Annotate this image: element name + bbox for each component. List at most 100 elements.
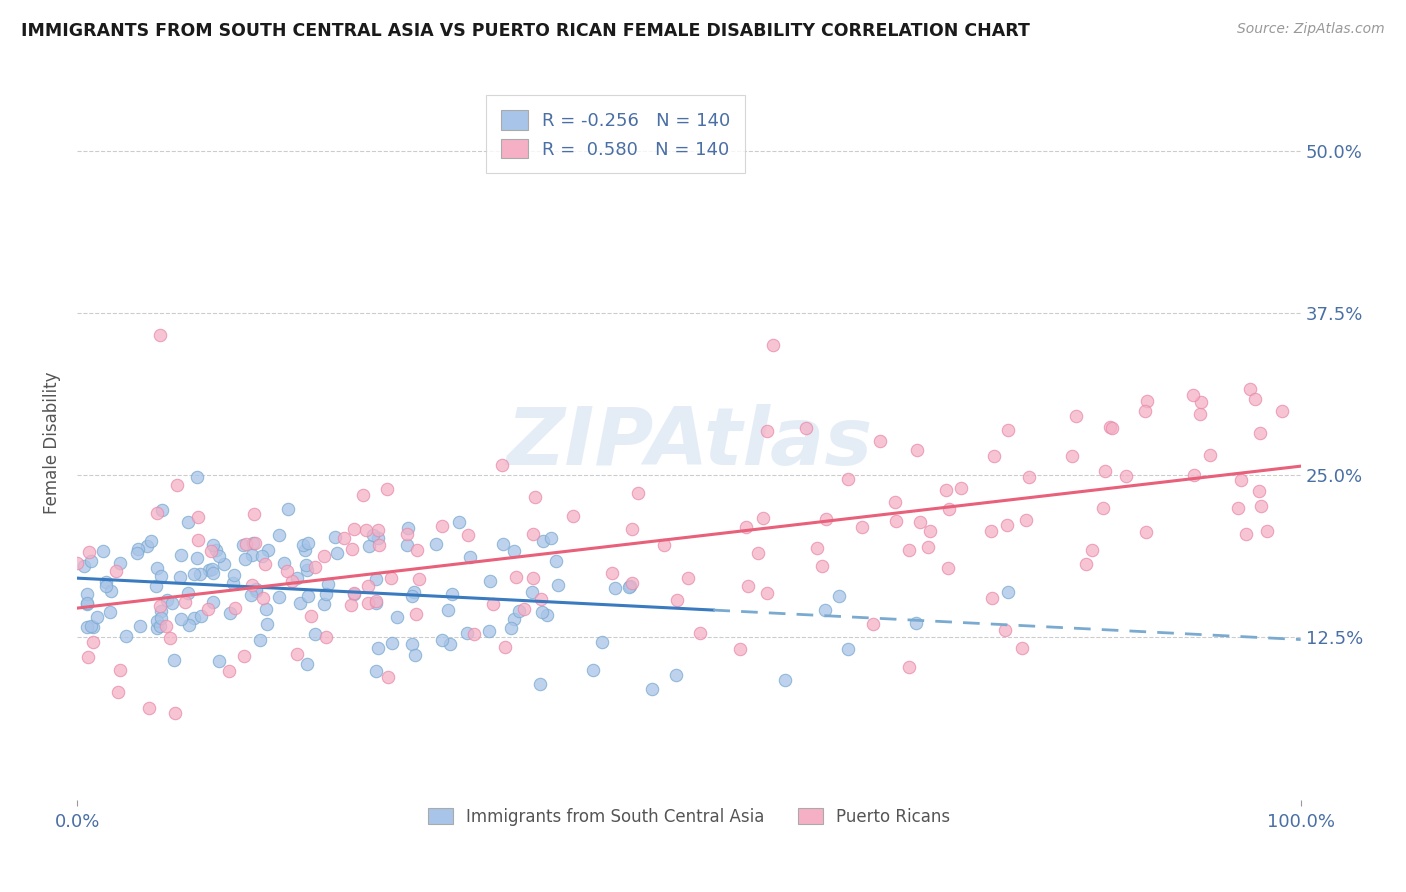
Point [197,602,219,616]
Point [1227,500,1250,515]
Point [1249,425,1271,440]
Point [997,423,1019,437]
Point [408,572,430,586]
Point [312,549,335,563]
Text: IMMIGRANTS FROM SOUTH CENTRAL ASIA VS PUERTO RICAN FEMALE DISABILITY CORRELATION: IMMIGRANTS FROM SOUTH CENTRAL ASIA VS PU… [21,22,1031,40]
Point [240,588,263,602]
Point [297,536,319,550]
Point [73,559,96,574]
Point [332,531,354,545]
Point [640,682,662,697]
Point [287,648,309,662]
Point [359,539,381,553]
Point [1239,383,1261,397]
Point [190,609,212,624]
Point [146,614,169,628]
Point [218,607,240,621]
Point [522,527,544,541]
Point [949,481,972,495]
Point [76,596,98,610]
Point [141,534,163,549]
Point [163,706,186,721]
Point [169,570,191,584]
Point [582,663,605,677]
Point [135,539,157,553]
Point [505,570,527,584]
Point [170,613,193,627]
Point [620,523,643,537]
Point [146,561,169,575]
Point [243,507,266,521]
Point [751,511,773,525]
Point [107,685,129,699]
Point [1199,448,1222,462]
Point [285,571,308,585]
Point [138,701,160,715]
Point [1250,499,1272,513]
Point [794,421,817,435]
Point [202,566,225,581]
Point [363,528,385,542]
Point [91,544,114,558]
Point [66,556,89,570]
Point [457,528,479,542]
Point [253,557,276,571]
Point [150,611,173,625]
Point [187,510,209,524]
Point [862,617,884,632]
Point [529,677,551,691]
Point [76,620,98,634]
Point [315,630,337,644]
Point [243,535,266,549]
Point [1247,484,1270,499]
Y-axis label: Female Disability: Female Disability [44,372,60,514]
Point [294,543,316,558]
Point [1081,543,1104,558]
Point [478,624,501,638]
Point [540,531,562,545]
Point [482,597,505,611]
Point [531,533,554,548]
Point [200,544,222,558]
Point [377,670,399,684]
Point [160,596,183,610]
Point [356,523,378,537]
Point [252,591,274,606]
Point [814,511,837,525]
Legend: Immigrants from South Central Asia, Puerto Ricans: Immigrants from South Central Asia, Puer… [419,799,959,834]
Point [127,542,149,557]
Point [94,579,117,593]
Point [530,605,553,619]
Point [366,572,388,586]
Point [254,602,277,616]
Point [198,563,221,577]
Point [492,537,515,551]
Point [381,636,404,650]
Text: Source: ZipAtlas.com: Source: ZipAtlas.com [1237,22,1385,37]
Point [884,514,907,528]
Point [186,470,208,484]
Point [340,541,363,556]
Point [1189,394,1212,409]
Point [166,478,188,492]
Point [591,635,613,649]
Point [619,579,641,593]
Point [146,621,169,635]
Point [1229,473,1251,487]
Point [1182,387,1205,401]
Point [352,488,374,502]
Point [357,579,380,593]
Point [762,338,785,352]
Point [366,597,388,611]
Point [340,598,363,612]
Point [232,538,254,552]
Point [186,551,208,566]
Point [177,585,200,599]
Point [1101,421,1123,435]
Point [249,633,271,648]
Point [170,548,193,562]
Point [837,642,859,657]
Point [439,637,461,651]
Point [149,599,172,613]
Point [315,587,337,601]
